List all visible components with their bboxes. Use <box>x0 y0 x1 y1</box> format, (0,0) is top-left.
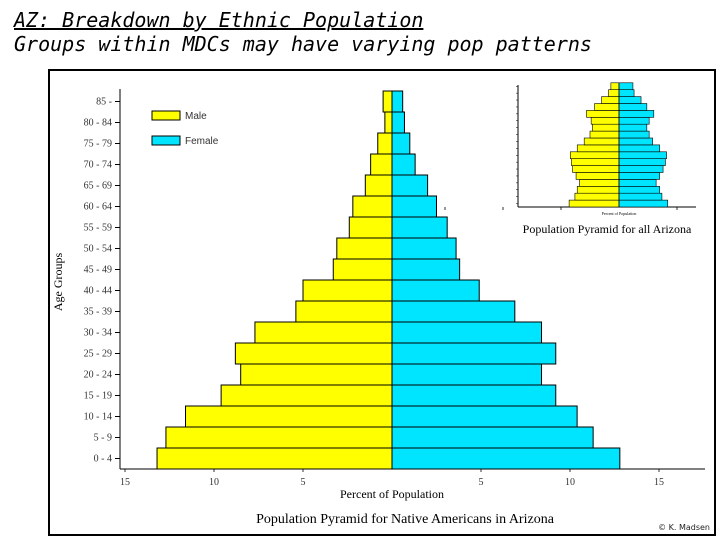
age-label-5: 25 - 29 <box>84 349 112 360</box>
bar-male-6 <box>254 321 393 344</box>
chart-title: Population Pyramid for Native Americans … <box>256 512 555 527</box>
title-line-1: AZ: Breakdown by Ethnic Population <box>14 8 424 32</box>
bar-female-8 <box>391 279 480 302</box>
bar-female-17 <box>391 90 404 113</box>
x-tick-label-0: 15 <box>120 477 130 488</box>
legend-label-0: Male <box>185 111 207 122</box>
bar-male-4 <box>240 363 393 386</box>
bar-female-4 <box>391 363 543 386</box>
bar-female-11 <box>391 216 448 239</box>
age-label-13: 65 - 69 <box>84 181 112 192</box>
age-label-15: 75 - 79 <box>84 139 112 150</box>
bar-male-0 <box>156 447 393 470</box>
age-label-17: 85 - <box>96 97 112 108</box>
bar-male-3 <box>220 384 393 407</box>
bar-female-10 <box>391 237 457 260</box>
native-american-pyramid-chart: 0 - 4 5 - 9 10 - 14 15 - 19 20 - 24 25 - 29 30… <box>51 89 705 527</box>
bar-female-5 <box>391 342 557 365</box>
bar-female-12 <box>391 195 437 218</box>
age-label-11: 55 - 59 <box>84 223 112 234</box>
bar-female-13 <box>391 174 429 197</box>
x-tick-label-2: 5 <box>301 477 306 488</box>
legend-swatch-1 <box>151 135 181 146</box>
bar-female-15 <box>391 132 411 155</box>
bar-male-8 <box>302 279 393 302</box>
bar-male-14 <box>370 153 393 176</box>
age-label-2: 10 - 14 <box>84 412 112 423</box>
x-tick-label-5: 15 <box>654 477 664 488</box>
age-label-6: 30 - 34 <box>84 328 112 339</box>
bar-male-13 <box>364 174 393 197</box>
age-label-10: 50 - 54 <box>84 244 112 255</box>
bar-male-16 <box>384 111 393 134</box>
y-axis-label: Age Groups <box>51 253 65 312</box>
x-tick-label-3: 5 <box>479 477 484 488</box>
x-axis-label: Percent of Population <box>340 487 444 501</box>
age-label-0: 0 - 4 <box>94 454 112 465</box>
bar-female-14 <box>391 153 416 176</box>
bar-male-15 <box>377 132 393 155</box>
legend-swatch-0 <box>151 110 181 121</box>
age-label-9: 45 - 49 <box>84 265 112 276</box>
bar-male-1 <box>165 426 393 449</box>
bar-female-9 <box>391 258 461 281</box>
bar-female-0 <box>391 447 621 470</box>
age-label-14: 70 - 74 <box>84 160 112 171</box>
age-label-8: 40 - 44 <box>84 286 112 297</box>
title-line-2: Groups within MDCs may have varying pop … <box>14 32 592 56</box>
age-label-7: 35 - 39 <box>84 307 112 318</box>
age-label-3: 15 - 19 <box>84 391 112 402</box>
bar-female-3 <box>391 384 557 407</box>
age-label-16: 80 - 84 <box>84 118 112 129</box>
bar-female-2 <box>391 405 578 428</box>
age-label-1: 5 - 9 <box>94 433 112 444</box>
bar-male-10 <box>336 237 393 260</box>
x-tick-label-4: 10 <box>565 477 575 488</box>
bar-male-17 <box>382 90 393 113</box>
bar-male-9 <box>332 258 393 281</box>
legend-label-1: Female <box>185 136 219 147</box>
copyright-text: © K. Madsen <box>658 523 710 532</box>
bar-male-5 <box>234 342 393 365</box>
bar-male-11 <box>348 216 393 239</box>
bar-female-16 <box>391 111 405 134</box>
x-tick-label-1: 10 <box>209 477 219 488</box>
chart-frame: 0 - 4 5 - 9 10 - 14 15 - 19 20 - 24 25 - 29 30… <box>48 69 716 536</box>
bar-female-6 <box>391 321 543 344</box>
bar-male-2 <box>185 405 393 428</box>
bar-female-1 <box>391 426 594 449</box>
bar-male-7 <box>295 300 393 323</box>
age-label-12: 60 - 64 <box>84 202 112 213</box>
bar-female-7 <box>391 300 516 323</box>
age-label-4: 20 - 24 <box>84 370 112 381</box>
slide-title: AZ: Breakdown by Ethnic Population Group… <box>14 8 714 56</box>
bar-male-12 <box>352 195 393 218</box>
